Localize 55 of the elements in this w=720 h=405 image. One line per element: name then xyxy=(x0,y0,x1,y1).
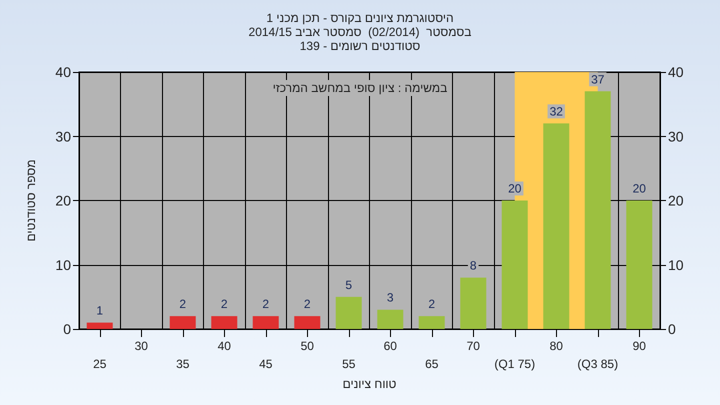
x-tick-label: 45 xyxy=(259,357,273,371)
data-label: 3 xyxy=(386,290,394,305)
data-label: 20 xyxy=(632,182,646,196)
x-tick-label: 65 xyxy=(425,357,439,371)
data-label: 37 xyxy=(591,72,605,86)
bar xyxy=(377,310,404,329)
y-tick-label: 20 xyxy=(55,192,72,208)
bar xyxy=(502,200,528,329)
data-label: 2 xyxy=(262,297,270,312)
annotation: במשימה : ציון סופי במחשב המרכזי xyxy=(272,81,448,95)
x-tick-label: 60 xyxy=(384,339,398,353)
data-label: 1 xyxy=(96,304,104,318)
bar xyxy=(584,91,611,329)
x-tick-label: 55 xyxy=(342,357,356,371)
data-label: 5 xyxy=(345,278,352,292)
bar xyxy=(336,296,362,329)
chart-subtitle: בסמסטר (02/2014) סמסטר אביב 2014/15 סטודנטים רשומים - 139 xyxy=(248,25,472,53)
data-label: 32 xyxy=(550,104,564,118)
x-tick-label: (Q1 75) xyxy=(494,357,536,371)
y-tick-label: 10 xyxy=(55,256,72,273)
bar xyxy=(211,316,238,329)
bar xyxy=(294,316,320,329)
bar xyxy=(543,123,570,329)
y-tick-label: 40 xyxy=(55,64,72,80)
x-tick-label: 80 xyxy=(550,339,564,353)
x-tick-label: 25 xyxy=(93,357,107,371)
x-tick-label: 90 xyxy=(632,339,646,353)
chart-title: היסטוגרמת ציונים בקורס - תכן מכני 1 xyxy=(266,11,454,25)
x-tick-label: 70 xyxy=(466,339,480,353)
y2-tick-label: 20 xyxy=(668,192,684,208)
x-tick-label: 40 xyxy=(218,339,232,353)
x-tick-label: 35 xyxy=(176,357,190,371)
bar xyxy=(252,316,279,329)
data-label: 8 xyxy=(470,258,477,273)
y2-tick-label: 40 xyxy=(668,64,684,80)
y2-tick-label: 0 xyxy=(668,321,676,337)
x-tick-label: 50 xyxy=(300,339,314,353)
data-label: 2 xyxy=(179,297,186,312)
bar xyxy=(418,316,445,329)
y-axis-title: מספר סטודנטים xyxy=(24,159,38,242)
y2-tick-label: 30 xyxy=(668,128,684,144)
x-tick-label: 30 xyxy=(134,339,148,353)
bar xyxy=(626,200,652,329)
data-label: 20 xyxy=(508,182,522,196)
y-tick-label: 30 xyxy=(55,128,72,144)
bar xyxy=(170,316,196,329)
x-axis-title: טווח ציונים xyxy=(342,376,397,391)
bar xyxy=(86,322,113,329)
data-label: 2 xyxy=(428,297,436,312)
y-tick-label: 0 xyxy=(63,321,72,337)
y2-tick-label: 10 xyxy=(668,256,684,273)
bar xyxy=(460,278,486,329)
x-tick-label: (Q3 85) xyxy=(577,357,618,371)
data-label: 2 xyxy=(220,297,228,312)
data-label: 2 xyxy=(304,297,311,312)
